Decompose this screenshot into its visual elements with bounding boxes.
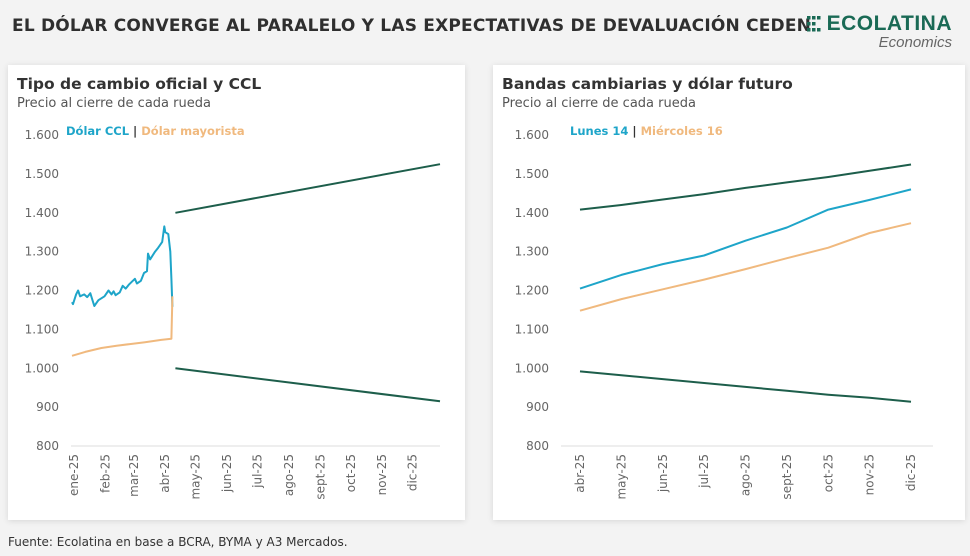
y-tick-label: 1.500 xyxy=(25,167,59,181)
chart-title: Tipo de cambio oficial y CCL xyxy=(17,75,262,93)
legend-ccl: Dólar CCL xyxy=(66,124,130,138)
x-tick-label: nov-25 xyxy=(375,454,389,495)
x-tick-label: sept-25 xyxy=(780,454,794,500)
y-tick-label: 1.500 xyxy=(515,167,549,181)
x-tick-label: mar-25 xyxy=(127,454,141,497)
y-tick-label: 1.300 xyxy=(25,245,59,259)
y-tick-label: 1.200 xyxy=(25,284,59,298)
x-tick-label: jul-25 xyxy=(697,454,711,489)
y-tick-label: 1.600 xyxy=(515,128,549,142)
y-tick-label: 900 xyxy=(526,400,549,414)
x-tick-label: nov-25 xyxy=(863,454,877,495)
y-tick-label: 1.200 xyxy=(515,284,549,298)
x-tick-label: may-25 xyxy=(614,454,628,500)
series-line-1 xyxy=(71,296,174,357)
x-tick-label: jul-25 xyxy=(250,454,264,489)
y-tick-label: 1.600 xyxy=(25,128,59,142)
y-tick-label: 1.000 xyxy=(515,361,549,375)
x-tick-label: ene-25 xyxy=(67,454,81,496)
chart-card-bands: 800 900 1.000 1.100 1.200 1.300 1.400 1.500 1.60… xyxy=(493,65,965,520)
x-tick-label: ago-25 xyxy=(739,454,753,496)
legend-miercoles: Miércoles 16 xyxy=(640,124,723,138)
chart-subtitle: Precio al cierre de cada rueda xyxy=(502,96,696,111)
headline: EL DÓLAR CONVERGE AL PARALELO Y LAS EXPE… xyxy=(12,16,812,36)
legend-lunes: Lunes 14 xyxy=(570,124,629,138)
x-tick-label: abr-25 xyxy=(573,454,587,493)
series-line-2 xyxy=(175,163,441,214)
logo-sub: Economics xyxy=(878,34,952,51)
x-tick-label: dic-25 xyxy=(406,454,420,491)
series-line-0 xyxy=(579,163,912,211)
chart-title: Bandas cambiarias y dólar futuro xyxy=(502,75,793,93)
legend: Dólar CCL | Dólar mayorista xyxy=(66,124,245,138)
y-tick-label: 1.100 xyxy=(25,322,59,336)
y-tick-label: 1.300 xyxy=(515,245,549,259)
series-line-3 xyxy=(175,367,441,403)
y-tick-label: 800 xyxy=(526,439,549,453)
y-tick-label: 1.400 xyxy=(515,206,549,220)
x-tick-label: sept-25 xyxy=(313,454,327,500)
chart-card-official-ccl: 800 900 1.000 1.100 1.200 1.300 1.400 1.500 1.60… xyxy=(8,65,465,520)
chart-official-ccl: 800 900 1.000 1.100 1.200 1.300 1.400 1.500 1.60… xyxy=(25,128,441,500)
legend-sep: | xyxy=(133,124,138,138)
y-tick-label: 800 xyxy=(36,439,59,453)
y-tick-label: 1.100 xyxy=(515,322,549,336)
legend-sep: | xyxy=(632,124,637,138)
series-line-3 xyxy=(579,370,912,403)
legend-mayorista: Dólar mayorista xyxy=(141,124,245,138)
y-tick-label: 1.400 xyxy=(25,206,59,220)
legend: Lunes 14 | Miércoles 16 xyxy=(570,124,723,138)
source-note: Fuente: Ecolatina en base a BCRA, BYMA y… xyxy=(8,535,348,549)
logo-name: ECOLATINA xyxy=(826,12,952,35)
x-tick-label: feb-25 xyxy=(98,454,112,493)
chart-subtitle: Precio al cierre de cada rueda xyxy=(17,96,211,111)
x-tick-label: may-25 xyxy=(189,454,203,500)
x-tick-label: ago-25 xyxy=(282,454,296,496)
x-tick-label: oct-25 xyxy=(821,454,835,492)
x-tick-label: oct-25 xyxy=(344,454,358,492)
series-line-1 xyxy=(579,188,912,290)
x-tick-label: dic-25 xyxy=(904,454,918,491)
x-tick-label: jun-25 xyxy=(220,454,234,493)
y-tick-label: 1.000 xyxy=(25,361,59,375)
y-tick-label: 900 xyxy=(36,400,59,414)
series-line-2 xyxy=(579,222,912,312)
x-tick-label: jun-25 xyxy=(656,454,670,493)
ecolatina-logo: ECOLATINA Economics xyxy=(806,12,952,51)
chart-bands-futures: 800 900 1.000 1.100 1.200 1.300 1.400 1.500 1.60… xyxy=(515,128,933,500)
x-tick-label: abr-25 xyxy=(158,454,172,493)
series-line-0 xyxy=(71,225,174,307)
logo-grid-icon xyxy=(806,16,821,32)
